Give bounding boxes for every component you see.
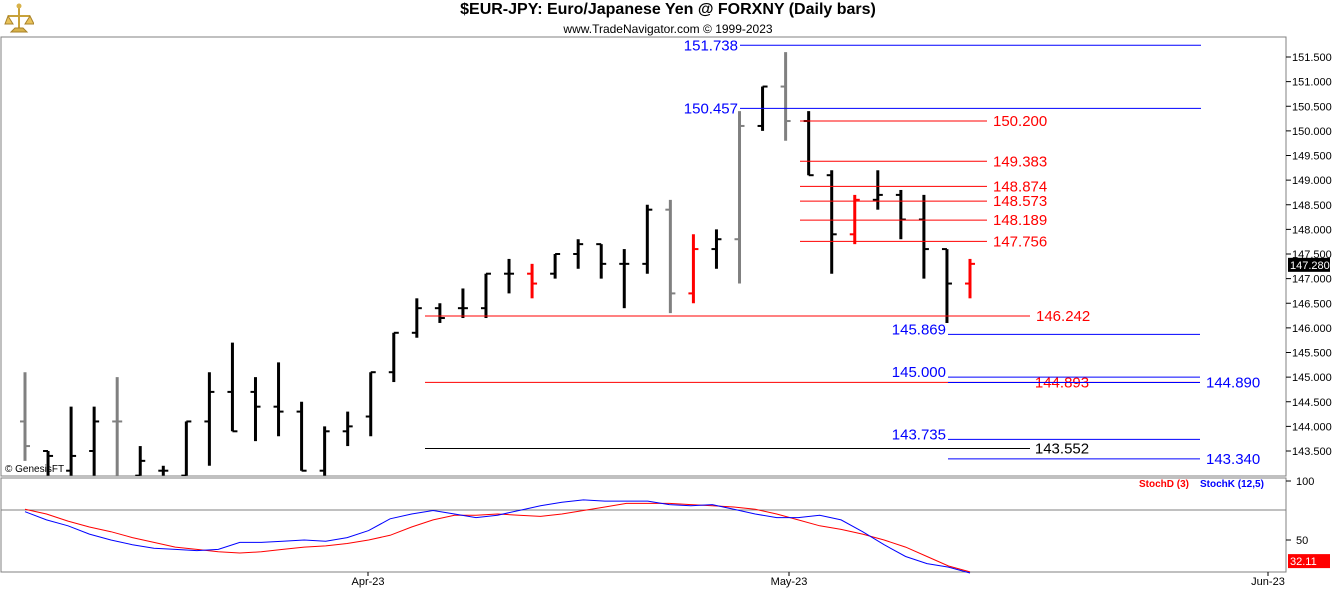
y-tick-label: 145.500 (1292, 348, 1332, 360)
ohlc-bar (457, 288, 468, 319)
x-tick-label: Apr-23 (351, 576, 384, 588)
ohlc-bar (527, 263, 538, 299)
y-tick-label: 148.000 (1292, 224, 1332, 236)
y-tick-label: 146.500 (1292, 298, 1332, 310)
ohlc-bar (43, 450, 54, 476)
ohlc-bar (434, 303, 445, 323)
ohlc-bar (365, 371, 376, 437)
stoch-panel-frame (0, 477, 1287, 573)
y-tick-label: 149.000 (1292, 175, 1332, 187)
last-price-label: 147.280 (1290, 260, 1330, 272)
ohlc-bar (573, 239, 584, 269)
ohlc-bar (250, 377, 261, 442)
ohlc-bar (342, 411, 353, 447)
ohlc-bar (273, 362, 284, 437)
level-label: 148.189 (993, 212, 1047, 229)
ohlc-bar (780, 52, 791, 141)
ohlc-bar (319, 426, 330, 476)
ohlc-bar (826, 170, 837, 274)
ohlc-bar (204, 372, 215, 466)
y-tick-label: 149.500 (1292, 151, 1332, 163)
level-label: 150.200 (993, 113, 1047, 130)
ohlc-bar (20, 372, 30, 461)
y-tick-label: 148.500 (1292, 200, 1332, 212)
ohlc-bar (135, 446, 146, 476)
ohlc-bar (941, 248, 952, 323)
ohlc-bar (711, 229, 722, 269)
ohlc-bar (734, 111, 745, 284)
ohlc-bar (619, 249, 630, 309)
y-tick-label: 147.000 (1292, 274, 1332, 286)
stoch-last-value-box (1288, 554, 1330, 569)
ohlc-bar (642, 204, 653, 274)
ohlc-bar (181, 420, 192, 476)
copyright-text: www.TradeNavigator.com © 1999-2023 (563, 22, 773, 36)
ohlc-bar (665, 199, 676, 314)
watermark-text: © GenesisFT (5, 464, 64, 475)
level-label: 143.552 (1035, 440, 1089, 457)
legend-stochk: StochK (12,5) (1200, 479, 1264, 490)
level-label: 149.383 (993, 153, 1047, 170)
ohlc-bar (550, 253, 561, 279)
legend-stochd: StochD (3) (1139, 479, 1189, 490)
chart-title: $EUR-JPY: Euro/Japanese Yen @ FORXNY (Da… (460, 1, 876, 18)
x-tick-label: Jun-23 (1251, 576, 1285, 588)
ohlc-bar (411, 298, 422, 338)
ohlc-bar (849, 194, 860, 245)
price-panel-frame (0, 36, 1287, 477)
y-tick-label: 151.500 (1292, 52, 1332, 64)
stoch-y-tick-label: 50 (1296, 535, 1308, 547)
ohlc-bar (918, 194, 929, 279)
y-tick-label: 150.500 (1292, 101, 1332, 113)
last-price-box (1288, 257, 1330, 272)
level-label: 147.756 (993, 233, 1047, 250)
level-label: 143.340 (1206, 451, 1260, 468)
ohlc-bar (89, 406, 100, 476)
y-tick-label: 144.500 (1292, 397, 1332, 409)
y-tick-label: 144.000 (1292, 421, 1332, 433)
ohlc-bar (872, 170, 883, 210)
y-tick-label: 151.000 (1292, 77, 1332, 89)
ohlc-bar (227, 342, 238, 433)
level-label: 148.573 (993, 193, 1047, 210)
ohlc-bar (895, 189, 906, 240)
level-label: 146.242 (1036, 308, 1090, 325)
level-label: 150.457 (684, 100, 738, 117)
y-tick-label: 145.000 (1292, 372, 1332, 384)
level-label: 144.890 (1206, 375, 1260, 392)
ohlc-bar (158, 465, 169, 476)
y-tick-label: 143.500 (1292, 446, 1332, 458)
y-tick-label: 150.000 (1292, 126, 1332, 138)
level-label: 151.738 (684, 37, 738, 54)
level-label: 145.869 (892, 321, 946, 338)
ohlc-bar (296, 401, 307, 472)
x-tick-label: May-23 (771, 576, 808, 588)
level-label: 143.735 (892, 426, 946, 443)
trade-navigator-logo-icon (4, 2, 34, 34)
ohlc-bar (688, 234, 699, 304)
ohlc-bar (66, 406, 77, 476)
ohlc-bar (388, 331, 399, 383)
stoch-last-value-label: 32.11 (1290, 556, 1317, 568)
level-label: 148.874 (993, 178, 1047, 195)
ohlc-bar (965, 258, 975, 299)
stoch-series-line (24, 502, 971, 573)
ohlc-bar (480, 272, 491, 319)
stoch-series-line (24, 499, 971, 574)
y-tick-label: 146.000 (1292, 323, 1332, 335)
stoch-y-tick-label: 100 (1296, 476, 1314, 488)
ohlc-bar (112, 377, 123, 476)
level-label: 145.000 (892, 364, 946, 381)
ohlc-bar (596, 243, 607, 279)
ohlc-bar (504, 258, 515, 294)
